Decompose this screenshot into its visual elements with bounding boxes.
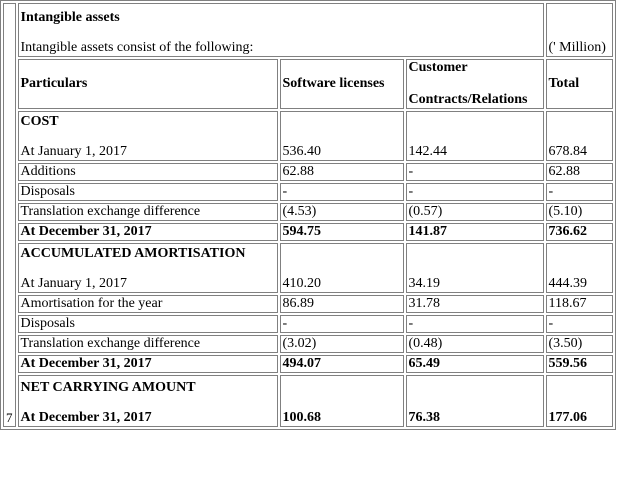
customer-cell: -: [405, 163, 544, 181]
row-label-text: At December 31, 2017: [20, 410, 152, 425]
software-cell: 536.40: [279, 111, 404, 161]
table-row: Amortisation for the year 86.89 31.78 11…: [3, 295, 613, 313]
total-cell: -: [545, 315, 613, 333]
table-row: ACCUMULATED AMORTISATION At January 1, 2…: [3, 243, 613, 293]
software-cell: (4.53): [279, 203, 404, 221]
row-label: Disposals: [17, 183, 278, 201]
title-cell: Intangible assets Intangible assets cons…: [17, 3, 544, 57]
row-label: Disposals: [17, 315, 278, 333]
table-row: Disposals - - -: [3, 183, 613, 201]
col-software: Software licenses: [279, 59, 404, 109]
customer-cell: -: [405, 315, 544, 333]
table-row-subtotal: At December 31, 2017 494.07 65.49 559.56: [3, 355, 613, 373]
software-cell: (3.02): [279, 335, 404, 353]
table-row: Additions 62.88 - 62.88: [3, 163, 613, 181]
document: 7 Intangible assets Intangible assets co…: [0, 0, 616, 430]
software-cell: 410.20: [279, 243, 404, 293]
table-row: COST At January 1, 2017 536.40 142.44 67…: [3, 111, 613, 161]
row-label-text: At January 1, 2017: [20, 144, 128, 159]
total-cell: 444.39: [545, 243, 613, 293]
col-customer-line2: Contracts/Relations: [408, 92, 528, 107]
customer-cell: 76.38: [405, 375, 544, 427]
total-cell: (3.50): [545, 335, 613, 353]
net-title: NET CARRYING AMOUNT: [20, 380, 196, 395]
row-label: At December 31, 2017: [17, 355, 278, 373]
total-cell: 678.84: [545, 111, 613, 161]
intangible-assets-table: 7 Intangible assets Intangible assets co…: [0, 0, 616, 430]
col-customer: Customer Contracts/Relations: [405, 59, 544, 109]
software-cell: 100.68: [279, 375, 404, 427]
unit-label: (' Million): [545, 3, 613, 57]
column-header-row: Particulars Software licenses Customer C…: [3, 59, 613, 109]
customer-cell: 65.49: [405, 355, 544, 373]
row-label: COST At January 1, 2017: [17, 111, 278, 161]
total-cell: 559.56: [545, 355, 613, 373]
row-label: ACCUMULATED AMORTISATION At January 1, 2…: [17, 243, 278, 293]
table-row: Translation exchange difference (3.02) (…: [3, 335, 613, 353]
customer-cell: (0.57): [405, 203, 544, 221]
note-number: 7: [3, 3, 16, 427]
title-row: 7 Intangible assets Intangible assets co…: [3, 3, 613, 427]
total-cell: -: [545, 183, 613, 201]
col-total: Total: [545, 59, 613, 109]
row-label: At December 31, 2017: [17, 223, 278, 241]
table-row-net: NET CARRYING AMOUNT At December 31, 2017…: [3, 375, 613, 427]
table-row-subtotal: At December 31, 2017 594.75 141.87 736.6…: [3, 223, 613, 241]
software-cell: 594.75: [279, 223, 404, 241]
customer-cell: 142.44: [405, 111, 544, 161]
total-cell: 118.67: [545, 295, 613, 313]
customer-cell: 141.87: [405, 223, 544, 241]
intro-text: Intangible assets consist of the followi…: [20, 40, 254, 55]
total-cell: 177.06: [545, 375, 613, 427]
customer-cell: (0.48): [405, 335, 544, 353]
table-row: Translation exchange difference (4.53) (…: [3, 203, 613, 221]
total-cell: (5.10): [545, 203, 613, 221]
section-title: Intangible assets: [20, 10, 120, 25]
amort-title: ACCUMULATED AMORTISATION: [20, 246, 246, 261]
customer-cell: 31.78: [405, 295, 544, 313]
software-cell: -: [279, 183, 404, 201]
software-cell: -: [279, 315, 404, 333]
col-customer-line1: Customer: [408, 60, 468, 75]
row-label: NET CARRYING AMOUNT At December 31, 2017: [17, 375, 278, 427]
customer-cell: 34.19: [405, 243, 544, 293]
row-label: Additions: [17, 163, 278, 181]
row-label: Amortisation for the year: [17, 295, 278, 313]
software-cell: 86.89: [279, 295, 404, 313]
customer-cell: -: [405, 183, 544, 201]
cost-title: COST: [20, 114, 59, 129]
table-row: Disposals - - -: [3, 315, 613, 333]
row-label: Translation exchange difference: [17, 203, 278, 221]
row-label: Translation exchange difference: [17, 335, 278, 353]
total-cell: 736.62: [545, 223, 613, 241]
total-cell: 62.88: [545, 163, 613, 181]
row-label-text: At January 1, 2017: [20, 276, 128, 291]
software-cell: 62.88: [279, 163, 404, 181]
col-particulars: Particulars: [17, 59, 278, 109]
software-cell: 494.07: [279, 355, 404, 373]
